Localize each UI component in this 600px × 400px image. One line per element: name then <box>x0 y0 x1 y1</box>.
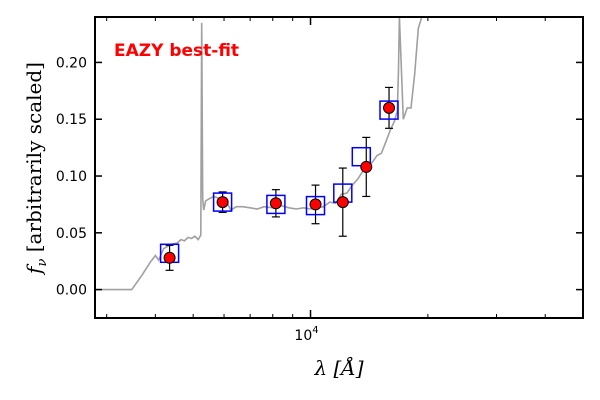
observed-flux-point <box>383 101 396 114</box>
observed-flux-point <box>163 251 176 264</box>
x-tick-label: 104 <box>294 325 318 344</box>
y-axis-label-text: [arbitrarily scaled] <box>22 62 46 259</box>
observed-flux-point <box>360 160 373 173</box>
model-photometry-square <box>212 192 233 212</box>
model-photometry-square <box>305 195 326 216</box>
y-tick-label: 0.15 <box>56 112 87 128</box>
annotation-label: EAZY best-fit <box>114 41 239 61</box>
model-photometry-square <box>266 194 286 215</box>
plot-frame <box>94 16 584 319</box>
y-tick-label: 0.00 <box>56 283 87 299</box>
y-axis-label: fν [arbitrarily scaled] <box>22 62 50 276</box>
x-axis-label: λ [Å] <box>313 355 363 380</box>
template-spectrum-line <box>95 17 423 291</box>
y-tick-label: 0.10 <box>56 169 87 185</box>
y-tick-label: 0.20 <box>56 55 87 71</box>
observed-flux-point <box>336 196 349 209</box>
observed-flux-point <box>216 196 229 209</box>
y-tick-label: 0.05 <box>56 226 87 242</box>
y-axis-label-subscript: ν <box>35 259 50 267</box>
model-photometry-square <box>379 100 399 120</box>
observed-flux-point <box>309 198 322 211</box>
observed-flux-point <box>269 197 282 210</box>
